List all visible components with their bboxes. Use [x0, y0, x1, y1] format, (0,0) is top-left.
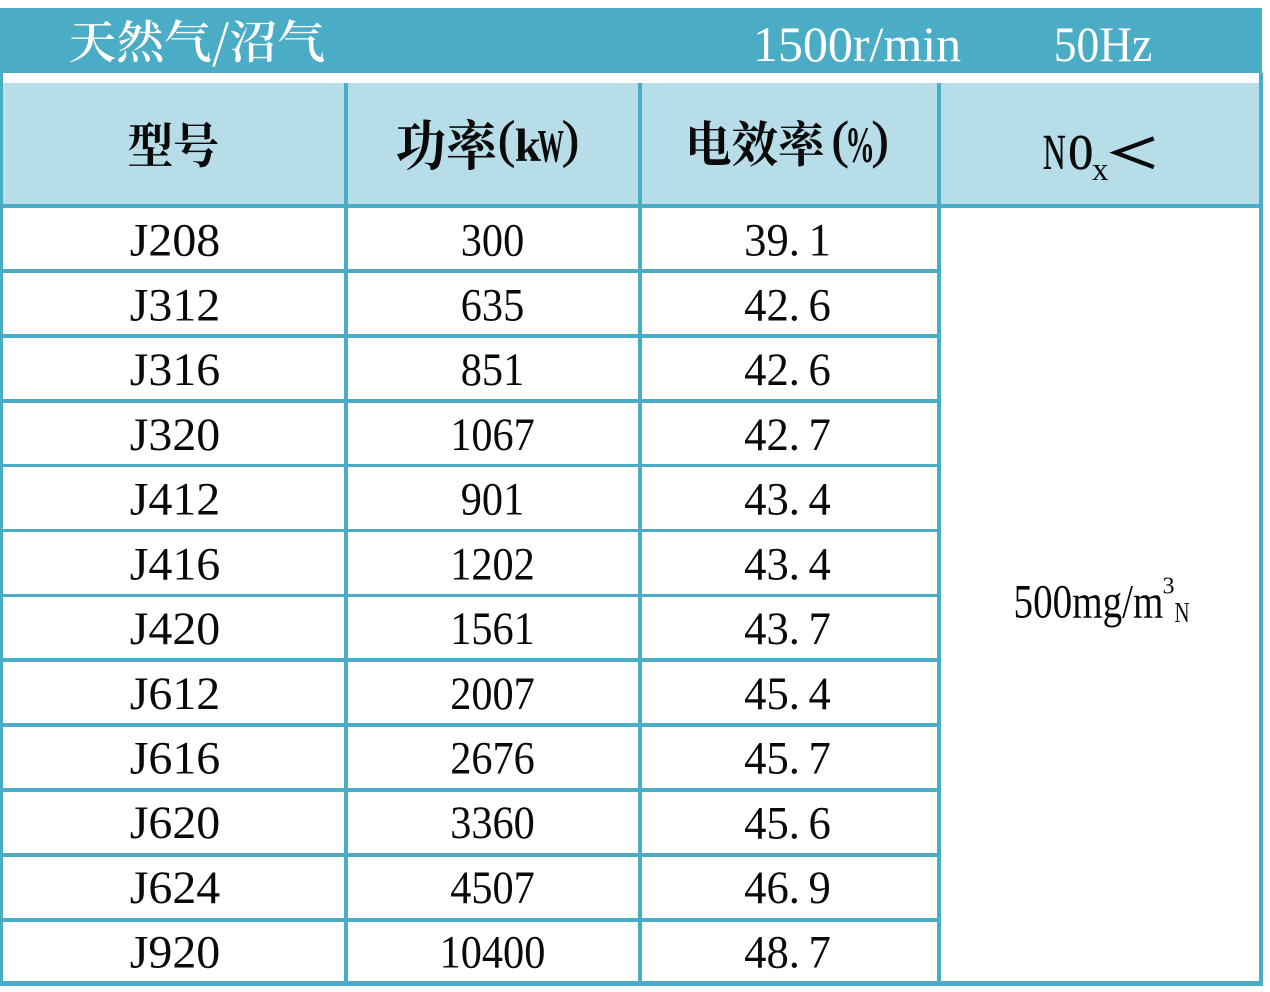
svg-text:43.4: 43. 4 [744, 473, 831, 525]
svg-text:J616: J616 [130, 733, 221, 784]
svg-text:): ) [872, 112, 889, 169]
svg-text:42.7: 42. 7 [744, 408, 831, 460]
svg-text:1500r/min: 1500r/min [753, 16, 961, 72]
svg-text:635: 635 [461, 278, 524, 331]
svg-text:43.7: 43. 7 [744, 602, 831, 654]
svg-text:%: % [845, 118, 875, 174]
svg-text:N: N [1043, 125, 1066, 180]
svg-text:J612: J612 [130, 668, 221, 719]
svg-text:42.6: 42. 6 [744, 343, 831, 395]
svg-text:851: 851 [461, 343, 524, 396]
svg-text:1202: 1202 [450, 537, 535, 590]
svg-text:300: 300 [461, 214, 524, 267]
svg-text:3360: 3360 [450, 796, 535, 849]
svg-text:J420: J420 [130, 603, 221, 654]
svg-text:48.7: 48. 7 [744, 926, 831, 978]
svg-text:42.6: 42. 6 [744, 278, 831, 330]
svg-text:1561: 1561 [450, 602, 535, 655]
svg-text:2676: 2676 [450, 731, 535, 784]
svg-text:0: 0 [1068, 123, 1093, 179]
svg-text:N: N [1174, 597, 1189, 629]
svg-text:W: W [538, 121, 564, 173]
svg-text:J316: J316 [130, 344, 221, 395]
svg-text:1067: 1067 [450, 408, 535, 461]
svg-text:J920: J920 [130, 927, 221, 978]
svg-text:(: ( [498, 112, 515, 169]
svg-text:50Hz: 50Hz [1054, 17, 1153, 72]
svg-text:J208: J208 [130, 215, 221, 266]
svg-text:45.6: 45. 6 [744, 796, 831, 848]
svg-text:901: 901 [461, 473, 524, 526]
svg-text:46.9: 46. 9 [744, 861, 831, 913]
svg-text:J320: J320 [130, 409, 221, 460]
svg-text:39.1: 39. 1 [744, 214, 831, 266]
svg-text:45.4: 45. 4 [744, 667, 831, 719]
svg-text:J416: J416 [130, 539, 221, 590]
svg-text:J620: J620 [130, 798, 221, 849]
svg-text:500mg/m: 500mg/m [1014, 576, 1164, 629]
svg-text:2007: 2007 [450, 667, 535, 720]
svg-text:4507: 4507 [450, 861, 535, 914]
svg-text:): ) [562, 112, 579, 169]
svg-text:J624: J624 [130, 862, 221, 913]
svg-text:k: k [515, 120, 542, 172]
svg-text:10400: 10400 [440, 926, 546, 979]
svg-text:J312: J312 [130, 280, 221, 331]
svg-text:x: x [1092, 152, 1109, 188]
svg-text:45.7: 45. 7 [744, 731, 831, 783]
svg-text:43.4: 43. 4 [744, 537, 831, 589]
svg-text:J412: J412 [130, 474, 221, 525]
svg-text:(: ( [832, 112, 849, 169]
svg-text:3: 3 [1163, 574, 1175, 600]
